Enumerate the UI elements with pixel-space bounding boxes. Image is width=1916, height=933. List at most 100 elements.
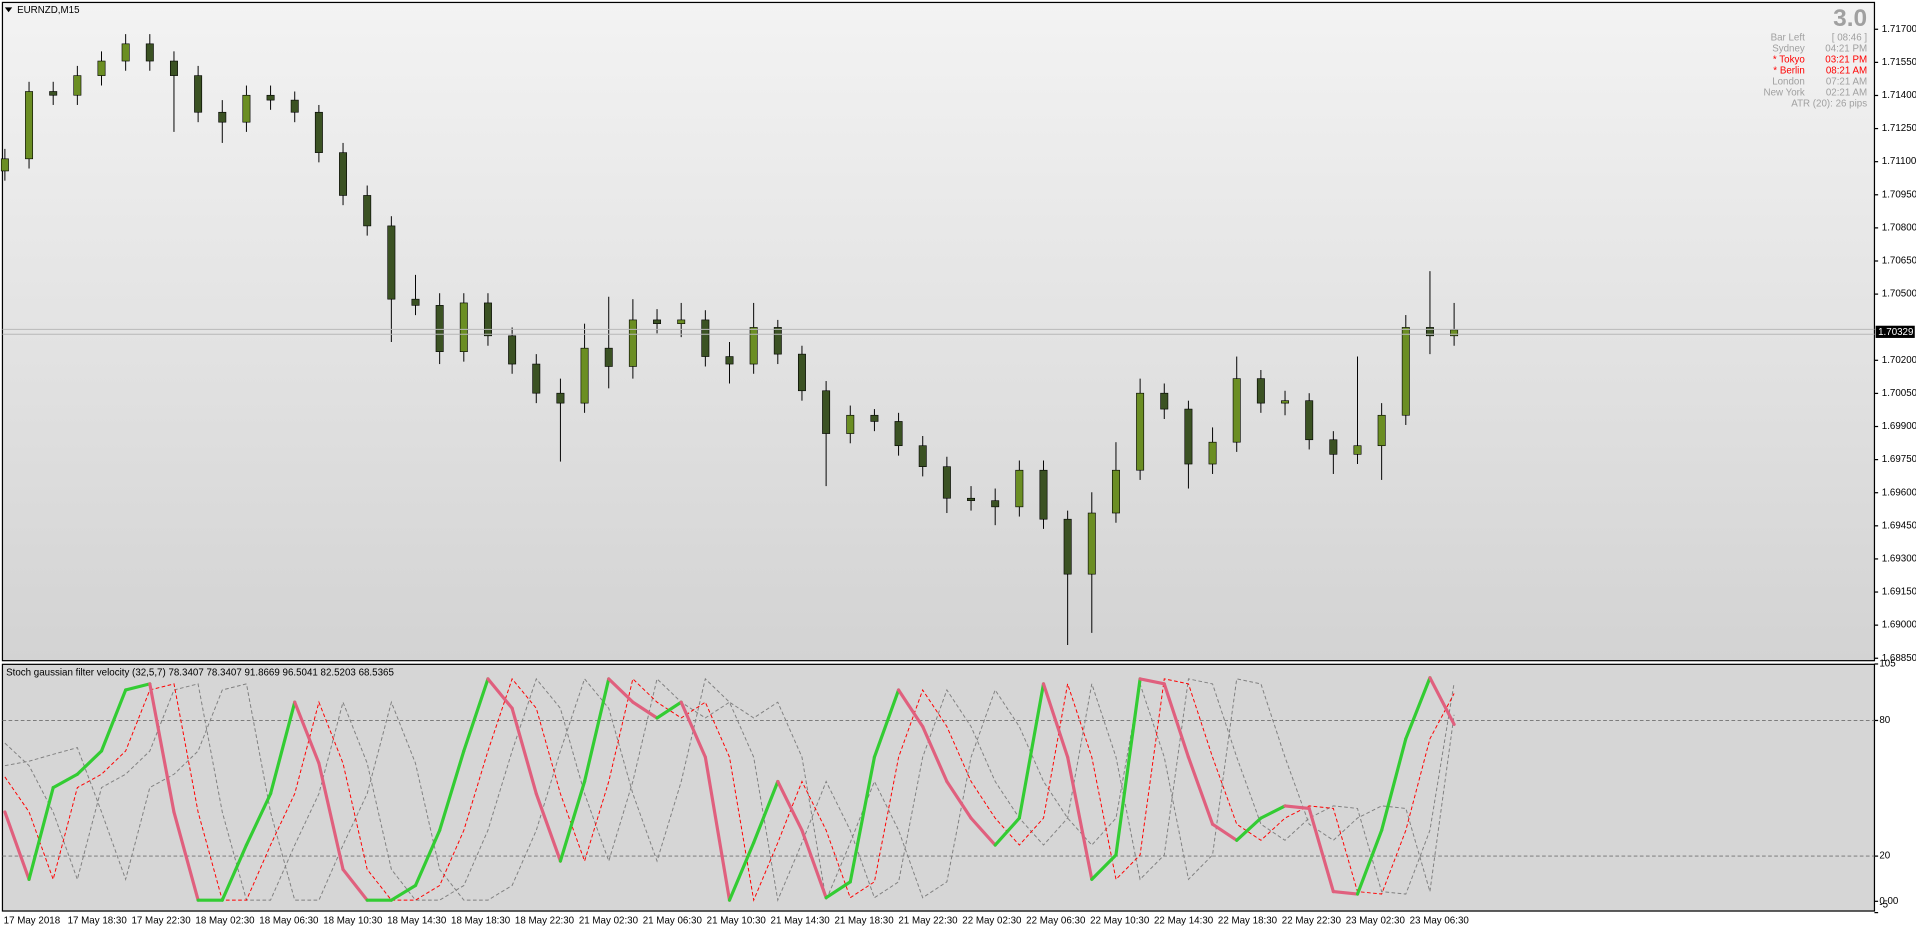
x-tick-label: 17 May 18:30 [68,915,128,926]
y-tick-label: 1.69300 [1882,554,1916,565]
stoch-line-segment [389,883,418,902]
candle-body [725,356,734,365]
candle-body [339,152,348,196]
x-tick-label: 18 May 14:30 [387,915,447,926]
stoch-line-segment [800,828,828,900]
candle-body [1377,414,1386,447]
stoch-line-segment [993,816,1021,847]
stoch-line-segment [486,677,514,710]
info-label: * Tokyo [1773,54,1805,65]
x-tick-label: 18 May 02:30 [195,915,255,926]
y-tick-label: 0.00 [1879,896,1899,907]
stoch-line-segment [1428,676,1456,726]
y-tick-label: 1.70650 [1882,256,1916,267]
candle-body [290,99,299,113]
candle-body [483,302,492,337]
info-label: Sydney [1772,43,1805,54]
stoch-line-segment [607,677,635,704]
stoch-line-segment [75,749,104,776]
stoch-line-segment [1138,677,1166,686]
signal-line [4,677,1455,902]
x-tick-label: 18 May 10:30 [323,915,383,926]
candle-body [967,497,976,501]
candle-body [1184,408,1193,465]
y-tick-label: 1.69150 [1882,587,1916,598]
x-tick-label: 23 May 02:30 [1346,915,1406,926]
candle-body [1111,469,1120,514]
x-tick-label: 18 May 22:30 [515,915,575,926]
indicator-title: Stoch gaussian filter velocity (32,5,7) … [6,667,394,678]
candle-body [0,158,9,172]
stoch-line-segment [703,755,732,902]
candle-body [1256,378,1265,404]
y-tick-label: 80 [1879,715,1890,726]
candle-body [242,94,251,123]
stoch-line-segment [752,779,780,845]
atr-label: ATR (20): 26 pips [1791,98,1867,109]
candle-body [653,319,662,324]
info-value: 07:21 AM [1826,76,1867,87]
y-tick-label: 1.69750 [1882,454,1916,465]
plot-layer: 1.71700 1.71550 1.71400 1.71250 1.71100 1.709… [0,5,1916,926]
y-tick-label: 1.71400 [1882,90,1916,101]
stoch-line-segment [679,700,707,759]
stoch-line-segment [1235,816,1263,842]
stoch-line-segment [293,700,321,765]
x-tick-label: 21 May 06:30 [643,915,703,926]
candle-body [435,305,444,353]
y-tick-label: -5 [1879,899,1888,910]
candle-body [677,319,686,324]
x-tick-label: 18 May 06:30 [259,915,319,926]
stoch-line-segment [3,810,31,881]
candle-body [218,111,227,123]
stoch-line-segment [1066,755,1094,881]
candle-body [1039,469,1048,520]
x-tick-label: 21 May 14:30 [771,915,831,926]
stoch-line-segment [1090,853,1118,881]
info-value: 04:21 PM [1825,43,1867,54]
x-tick-label: 22 May 14:30 [1154,915,1214,926]
x-tick-label: 22 May 18:30 [1218,915,1278,926]
candle-body [363,195,372,227]
candle-body [387,225,396,300]
candle-body [1087,512,1096,575]
candle-body [1305,400,1314,441]
stoch-line-segment [848,755,877,884]
y-tick-label: 1.69900 [1882,421,1916,432]
stoch-line-segment [244,792,273,847]
y-tick-label: 105 [1879,659,1896,670]
candle-body [773,327,782,355]
y-tick-label: 1.71700 [1882,24,1916,35]
stoch-line-segment [1331,889,1360,896]
chart-title: EURNZD,M15 [17,5,80,16]
y-tick-label: 1.68850 [1882,653,1916,664]
stoch-line-segment [1017,682,1046,820]
candle-body [49,91,58,96]
candle-body [918,445,927,467]
menu-arrow[interactable] [4,7,13,13]
candle-body [459,302,468,353]
candle-body [1401,327,1410,416]
spread-value: 3.0 [1833,5,1867,32]
stoch-line-segment [438,749,466,832]
candle-body [628,319,637,367]
stoch-line-segment [1041,682,1070,759]
stoch-line-segment [172,810,200,902]
candle-body [942,466,951,499]
stoch-line-segment [896,688,925,729]
stoch-line-segment [1404,676,1432,741]
candle-body [1281,400,1290,404]
x-tick-label: 21 May 18:30 [834,915,894,926]
candle-body [121,43,130,62]
price-box [1875,325,1915,338]
stoch-line-segment [510,706,538,796]
candle-body [991,500,1000,508]
candle-body [266,94,275,101]
x-tick-label: 21 May 10:30 [707,915,767,926]
stoch-line-segment [558,779,587,863]
stoch-line-segment [99,688,128,753]
stoch-line-segment [824,880,852,900]
x-tick-label: 17 May 22:30 [131,915,191,926]
candle-body [1353,445,1362,455]
stoch-line-segment [220,843,249,902]
